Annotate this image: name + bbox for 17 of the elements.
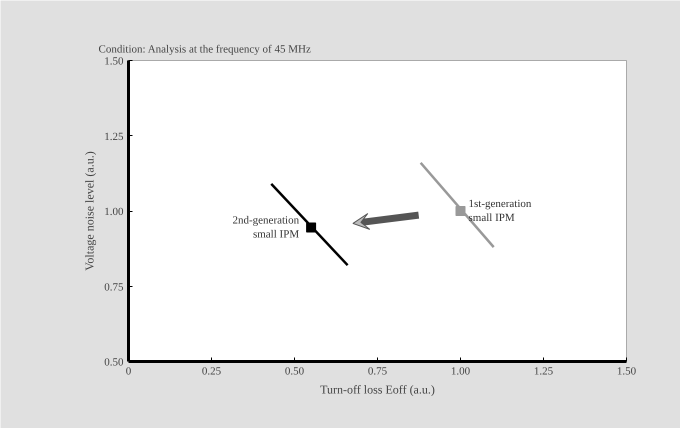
x-tick-label: 1.00 (450, 366, 471, 378)
series-label: 1st-generation small IPM (468, 198, 532, 224)
y-tick-label: 0.75 (104, 281, 124, 294)
y-tick-label: 0.50 (104, 356, 124, 368)
x-tick-label: 1.50 (616, 366, 637, 378)
x-tick-label: 0 (126, 366, 132, 378)
series-label: 2nd-generation small IPM (232, 214, 300, 241)
y-axis-title: Voltage noise level (a.u.) (82, 151, 96, 271)
y-tick-label: 1.00 (104, 206, 124, 218)
x-axis-title: Turn-off loss Eoff (a.u.) (320, 382, 435, 396)
x-tick-label: 0.25 (202, 366, 222, 378)
x-tick-label: 0.75 (368, 366, 388, 378)
chart-title: Condition: Analysis at the frequency of 45 MHz (98, 44, 311, 56)
y-tick-label: 1.50 (104, 56, 124, 68)
y-tick-label: 1.25 (104, 130, 124, 143)
x-tick-label: 1.25 (534, 366, 554, 378)
x-tick-label: 0.50 (284, 366, 305, 378)
